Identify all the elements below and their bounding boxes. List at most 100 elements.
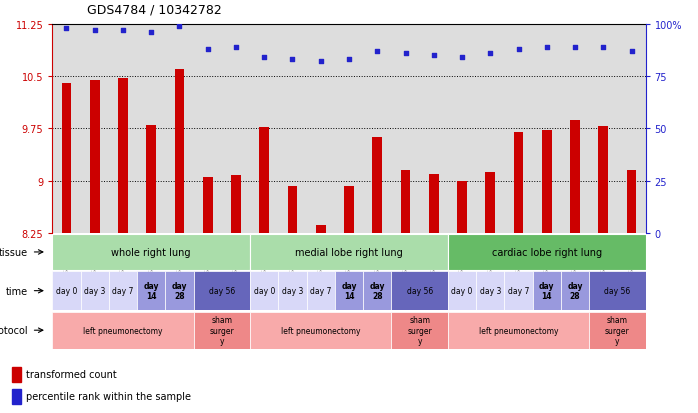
Text: protocol: protocol <box>0 325 28 335</box>
Point <box>428 53 439 59</box>
Bar <box>392 271 448 311</box>
Bar <box>448 234 646 271</box>
Point <box>202 47 214 53</box>
Text: day 56: day 56 <box>406 287 433 295</box>
Text: left pneumonectomy: left pneumonectomy <box>479 326 558 335</box>
Text: time: time <box>6 286 28 296</box>
Bar <box>203 178 213 233</box>
Bar <box>505 271 533 311</box>
Bar <box>363 271 392 311</box>
Bar <box>476 271 505 311</box>
Bar <box>392 312 448 349</box>
Bar <box>288 186 297 233</box>
Text: GDS4784 / 10342782: GDS4784 / 10342782 <box>87 4 222 17</box>
Bar <box>137 271 165 311</box>
Bar <box>279 271 306 311</box>
Point <box>315 59 327 66</box>
Bar <box>259 128 269 233</box>
Bar <box>429 174 439 233</box>
Point <box>371 49 383 55</box>
Point <box>117 28 128 34</box>
Bar <box>250 312 392 349</box>
Text: tissue: tissue <box>0 247 28 257</box>
Point <box>541 45 552 51</box>
Bar <box>80 271 109 311</box>
Text: day
28: day 28 <box>567 281 583 301</box>
Point <box>230 45 242 51</box>
Bar <box>118 79 128 233</box>
Point <box>174 24 185 30</box>
Bar <box>174 70 184 233</box>
Bar <box>344 186 354 233</box>
Point <box>61 26 72 32</box>
Bar <box>533 271 561 311</box>
Bar <box>448 312 589 349</box>
Text: day 7: day 7 <box>112 287 134 295</box>
Text: day 0: day 0 <box>452 287 473 295</box>
Point <box>513 47 524 53</box>
Text: transformed count: transformed count <box>26 369 117 379</box>
Bar <box>589 312 646 349</box>
Text: percentile rank within the sample: percentile rank within the sample <box>26 392 191 401</box>
Point <box>456 55 468 62</box>
Bar <box>315 225 326 233</box>
Point <box>570 45 581 51</box>
Bar <box>542 131 551 233</box>
Text: day
28: day 28 <box>172 281 187 301</box>
Text: day 7: day 7 <box>310 287 332 295</box>
Point <box>626 49 637 55</box>
Text: day
14: day 14 <box>144 281 159 301</box>
Bar <box>147 126 156 233</box>
Text: day 56: day 56 <box>209 287 235 295</box>
Bar <box>561 271 589 311</box>
Bar <box>231 176 241 233</box>
Bar <box>90 81 100 233</box>
Bar <box>372 138 383 233</box>
Bar <box>52 312 193 349</box>
Bar <box>401 171 410 233</box>
Text: left pneumonectomy: left pneumonectomy <box>281 326 360 335</box>
Bar <box>12 389 21 404</box>
Bar <box>627 171 637 233</box>
Text: day 7: day 7 <box>508 287 529 295</box>
Bar <box>514 133 524 233</box>
Text: day 0: day 0 <box>253 287 275 295</box>
Text: cardiac lobe right lung: cardiac lobe right lung <box>491 247 602 257</box>
Bar <box>193 271 250 311</box>
Bar <box>193 312 250 349</box>
Point <box>146 30 157 36</box>
Bar <box>457 181 467 233</box>
Bar <box>589 271 646 311</box>
Text: day
14: day 14 <box>341 281 357 301</box>
Text: sham
surger
y: sham surger y <box>407 316 432 345</box>
Bar <box>61 84 71 233</box>
Text: whole right lung: whole right lung <box>112 247 191 257</box>
Text: sham
surger
y: sham surger y <box>605 316 630 345</box>
Bar <box>570 121 580 233</box>
Bar <box>12 367 21 382</box>
Bar <box>52 271 80 311</box>
Bar <box>485 172 495 233</box>
Bar <box>448 271 476 311</box>
Bar <box>335 271 363 311</box>
Text: sham
surger
y: sham surger y <box>209 316 235 345</box>
Point <box>259 55 270 62</box>
Text: day 3: day 3 <box>282 287 303 295</box>
Point <box>287 57 298 64</box>
Bar <box>165 271 193 311</box>
Text: day
14: day 14 <box>539 281 554 301</box>
Bar <box>598 127 608 233</box>
Bar <box>250 234 448 271</box>
Text: left pneumonectomy: left pneumonectomy <box>83 326 163 335</box>
Point <box>400 51 411 57</box>
Text: day
28: day 28 <box>369 281 385 301</box>
Point <box>597 45 609 51</box>
Text: day 0: day 0 <box>56 287 77 295</box>
Point <box>484 51 496 57</box>
Text: day 3: day 3 <box>480 287 501 295</box>
Point <box>343 57 355 64</box>
Text: day 56: day 56 <box>604 287 630 295</box>
Bar <box>306 271 335 311</box>
Bar <box>250 271 279 311</box>
Bar <box>109 271 137 311</box>
